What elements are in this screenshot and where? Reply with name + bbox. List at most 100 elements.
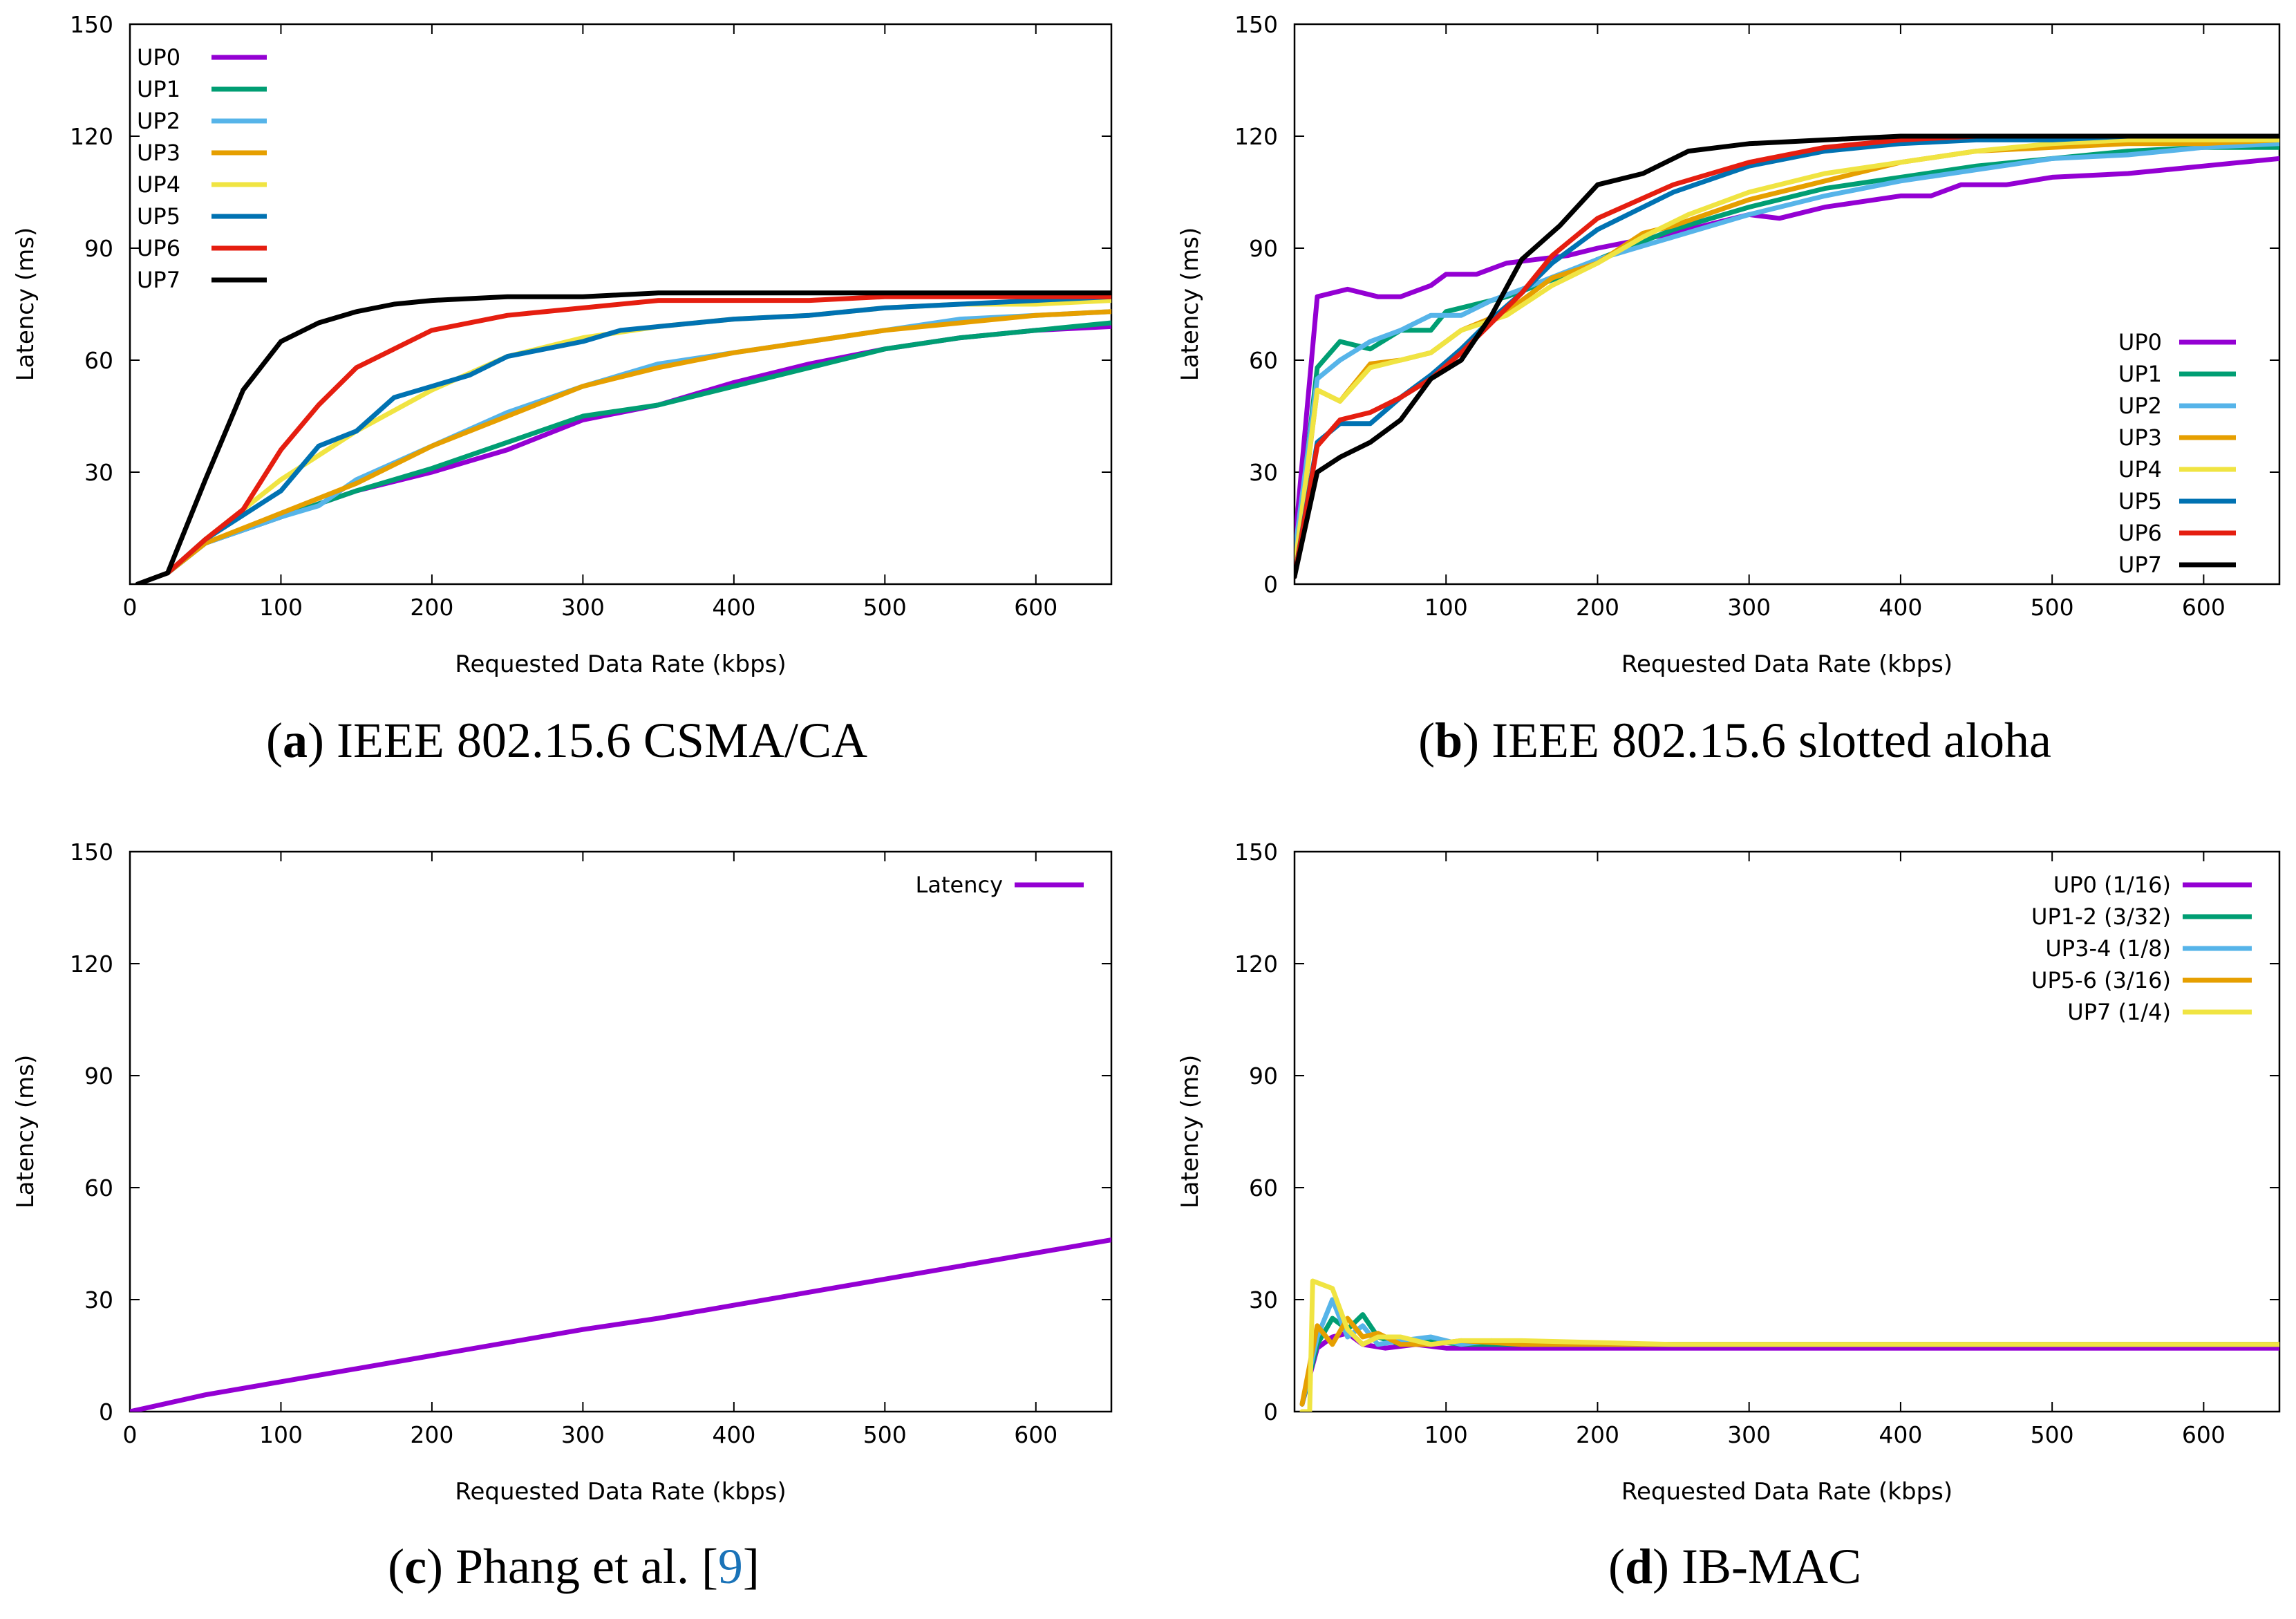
x-tick-label: 600 (1014, 1421, 1057, 1448)
legend-entry-label: UP0 (2118, 329, 2162, 355)
legend-entry-label: UP5 (2118, 488, 2162, 514)
x-tick-label: 100 (259, 594, 303, 621)
x-tick-label: 400 (1879, 594, 1922, 621)
series-line-up5 (165, 294, 1111, 576)
legend-entry-label: UP6 (2118, 520, 2162, 546)
y-tick-label: 150 (1234, 839, 1278, 865)
x-axis-label: Requested Data Rate (kbps) (1621, 651, 1952, 678)
x-axis-label: Requested Data Rate (kbps) (455, 651, 786, 678)
chart-panel-d: 100 200 300 400 500 600 0 30 60 90 120 150 Requested… (1176, 839, 2281, 1506)
legend-entry-label: UP7 (1/4) (2067, 999, 2171, 1025)
x-tick-label: 100 (1424, 594, 1468, 621)
y-tick-label: 60 (1249, 347, 1278, 374)
legend-entry-label: UP5 (137, 203, 180, 230)
x-tick-label: 0 (123, 1421, 138, 1448)
legend-entry-label: UP1-2 (3/32) (2031, 904, 2171, 930)
y-tick-label: 60 (84, 347, 113, 374)
legend-entry-label: UP7 (137, 267, 180, 293)
x-tick-label: 300 (561, 594, 605, 621)
x-tick-label: 200 (410, 1421, 453, 1448)
legend-entry-label: UP3 (2118, 424, 2162, 451)
y-tick-label: 90 (1249, 235, 1278, 262)
caption-a: (a) IEEE 802.15.6 CSMA/CA (266, 713, 867, 768)
plot-frame (1293, 850, 2281, 1413)
legend-entry-label: UP7 (2118, 552, 2162, 578)
chart-panel-a: 0 100 200 300 400 500 600 30 60 90 120 150 Requested… (12, 11, 1113, 678)
series-line-up7-1-4- (1299, 1278, 2279, 1412)
legend-entry-label: UP4 (2118, 456, 2162, 483)
legend-entry-label: UP3-4 (1/8) (2045, 935, 2171, 962)
x-tick-label: 200 (1576, 594, 1619, 621)
legend-entry-label: Latency (916, 872, 1003, 898)
x-tick-label: 400 (1879, 1421, 1922, 1448)
x-tick-label: 100 (259, 1421, 303, 1448)
legend-entry-label: UP2 (2118, 393, 2162, 419)
y-tick-label: 60 (84, 1175, 113, 1201)
x-tick-label: 500 (863, 594, 907, 621)
series-line-up4 (165, 298, 1111, 576)
legend-entry-label: UP5-6 (3/16) (2031, 967, 2171, 993)
x-tick-label: 400 (712, 1421, 755, 1448)
y-axis-label: Latency (ms) (12, 1055, 39, 1209)
y-tick-label: 0 (1263, 571, 1278, 598)
y-tick-label: 120 (1234, 951, 1278, 977)
y-tick-label: 150 (70, 839, 113, 865)
x-tick-label: 300 (561, 1421, 605, 1448)
chart-panel-c: 0 100 200 300 400 500 600 0 30 60 90 120 150 Requeste… (12, 839, 1113, 1506)
series-line-up1-2-3-32- (1299, 1312, 2279, 1407)
x-tick-label: 600 (1014, 594, 1057, 621)
series-line-up7 (1295, 133, 2279, 579)
series-line-up5-6-3-16- (1299, 1316, 2279, 1407)
series-line-latency (130, 1237, 1111, 1412)
y-tick-label: 90 (84, 235, 113, 262)
x-tick-label: 600 (2182, 1421, 2226, 1448)
legend-entry-label: UP1 (2118, 361, 2162, 387)
y-tick-label: 30 (84, 1286, 113, 1313)
y-tick-label: 30 (84, 459, 113, 486)
caption-ref-link[interactable]: 9 (718, 1539, 743, 1594)
y-tick-label: 150 (1234, 11, 1278, 38)
caption-c: (c) Phang et al. [9] (388, 1539, 760, 1594)
legend-entry-label: UP1 (137, 76, 180, 102)
x-tick-label: 200 (410, 594, 453, 621)
legend-entry-label: UP0 (1/16) (2053, 872, 2171, 898)
y-tick-label: 0 (99, 1398, 113, 1425)
x-tick-label: 200 (1576, 1421, 1619, 1448)
legend-entry-label: UP4 (137, 171, 180, 198)
y-tick-label: 120 (70, 951, 113, 977)
y-tick-label: 0 (1263, 1398, 1278, 1425)
y-tick-label: 30 (1249, 459, 1278, 486)
x-tick-label: 500 (863, 1421, 907, 1448)
chart-panel-b: 100 200 300 400 500 600 0 30 60 90 120 150 Requested… (1176, 11, 2281, 678)
caption-b: (b) IEEE 802.15.6 slotted aloha (1418, 713, 2051, 768)
caption-d: (d) IB-MAC (1608, 1539, 1861, 1594)
series-line-up3-4-1-8- (1299, 1297, 2279, 1407)
series-line-up2 (1295, 141, 2279, 557)
legend-entry-label: UP3 (137, 140, 180, 166)
series-line-up0 (165, 324, 1111, 576)
y-tick-label: 90 (1249, 1063, 1278, 1089)
y-tick-label: 120 (1234, 123, 1278, 150)
x-tick-label: 500 (2031, 1421, 2074, 1448)
legend-entry-label: UP2 (137, 108, 180, 134)
plot-frame (129, 23, 1113, 586)
plot-frame (129, 850, 1113, 1413)
series-line-up6 (165, 294, 1111, 576)
y-tick-label: 150 (70, 11, 113, 38)
x-axis-label: Requested Data Rate (kbps) (455, 1478, 786, 1506)
series-line-up2 (165, 309, 1111, 576)
y-axis-label: Latency (ms) (12, 227, 39, 382)
series-line-up5 (1295, 133, 2279, 579)
y-axis-label: Latency (ms) (1176, 227, 1204, 382)
x-tick-label: 300 (1727, 594, 1771, 621)
y-tick-label: 120 (70, 123, 113, 150)
plot-frame (1293, 23, 2281, 586)
x-tick-label: 600 (2182, 594, 2226, 621)
x-tick-label: 300 (1727, 1421, 1771, 1448)
series-line-up1 (165, 320, 1111, 576)
y-axis-label: Latency (ms) (1176, 1055, 1204, 1209)
series-line-up4 (1295, 137, 2279, 572)
y-tick-label: 90 (84, 1063, 113, 1089)
legend-entry-label: UP0 (137, 44, 180, 71)
